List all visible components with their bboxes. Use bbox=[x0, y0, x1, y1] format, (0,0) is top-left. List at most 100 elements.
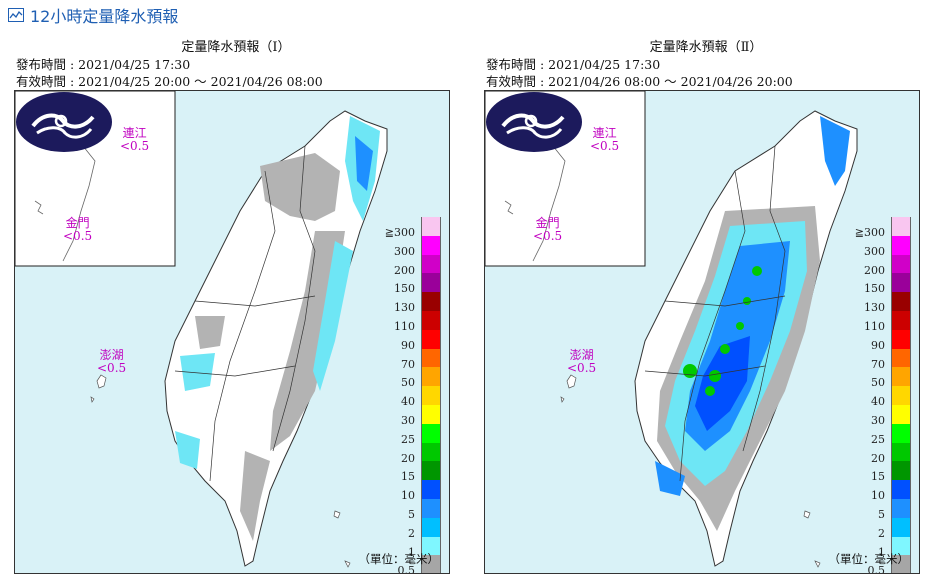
legend-label: 90 bbox=[871, 338, 885, 352]
legend-label: 50 bbox=[401, 376, 415, 390]
forecast-panel-1: 定量降水預報（Ⅰ） 發布時間 : 2021/04/25 17:30 有效時間 :… bbox=[6, 36, 466, 576]
legend-swatch bbox=[891, 423, 911, 443]
legend-swatch bbox=[421, 442, 441, 462]
legend-swatch bbox=[421, 480, 441, 499]
legend-level: 0.5 bbox=[849, 555, 911, 574]
legend-level: 10 bbox=[379, 480, 441, 503]
legend-level: 130 bbox=[379, 292, 441, 314]
region-label-penghu: 澎湖 <0.5 bbox=[97, 348, 127, 375]
page-header: 12小時定量降水預報 bbox=[8, 4, 178, 26]
legend-level: 50 bbox=[849, 367, 911, 390]
legend-level: 50 bbox=[379, 367, 441, 390]
taiwan-map bbox=[15, 91, 449, 573]
legend-label: 15 bbox=[401, 470, 415, 484]
legend-level: 150 bbox=[379, 273, 441, 296]
legend-level: 25 bbox=[379, 423, 441, 446]
legend-swatch bbox=[891, 555, 911, 573]
legend-swatch bbox=[421, 517, 441, 537]
forecast-panel-2: 定量降水預報（Ⅱ） 發布時間 : 2021/04/25 17:30 有效時間 :… bbox=[476, 36, 930, 576]
legend-swatch bbox=[891, 235, 911, 255]
legend-label: 300 bbox=[864, 244, 885, 258]
legend-swatch bbox=[891, 442, 911, 462]
legend-level: 5 bbox=[849, 498, 911, 521]
valid-time: 有效時間 : 2021/04/25 20:00 ～ 2021/04/26 08:… bbox=[16, 74, 323, 89]
legend-label: 90 bbox=[401, 338, 415, 352]
legend-level: 0.5 bbox=[379, 555, 441, 574]
legend-swatch bbox=[891, 254, 911, 274]
rainfall-map[interactable]: 連江 <0.5 金門 <0.5 澎湖 <0.5 ≧300 300 200 150 130 110… bbox=[484, 90, 920, 574]
legend-level: 40 bbox=[379, 386, 441, 409]
legend-label: 130 bbox=[864, 301, 885, 315]
legend-swatch bbox=[891, 498, 911, 518]
legend-label: 40 bbox=[401, 395, 415, 409]
legend-level: 1 bbox=[379, 536, 441, 559]
cwb-logo-icon bbox=[16, 92, 112, 152]
legend-level: 15 bbox=[849, 461, 911, 484]
legend-label: 300 bbox=[394, 244, 415, 258]
legend-label: 30 bbox=[401, 413, 415, 427]
legend-level: ≧300 bbox=[849, 217, 911, 239]
legend-level: 30 bbox=[849, 404, 911, 427]
region-label-lienchiang: 連江 <0.5 bbox=[120, 126, 150, 153]
legend-swatch bbox=[421, 348, 441, 368]
legend-label: 10 bbox=[401, 489, 415, 503]
region-label-kinmen: 金門 <0.5 bbox=[63, 216, 93, 243]
legend-level: 70 bbox=[849, 348, 911, 371]
unit-label: （單位：毫米） bbox=[828, 552, 910, 566]
legend-label: 2 bbox=[408, 526, 415, 540]
legend-level: 15 bbox=[379, 461, 441, 484]
region-label-penghu: 澎湖 <0.5 bbox=[567, 348, 597, 375]
legend-level: 200 bbox=[849, 254, 911, 277]
legend-level: 70 bbox=[379, 348, 441, 371]
map-title: 定量降水預報（Ⅱ） bbox=[649, 40, 763, 55]
unit-label: （單位：毫米） bbox=[358, 552, 440, 566]
legend-swatch bbox=[421, 329, 441, 349]
legend-level: 20 bbox=[379, 442, 441, 465]
legend-swatch bbox=[891, 367, 911, 387]
legend-swatch bbox=[421, 310, 441, 330]
legend-level: 300 bbox=[379, 235, 441, 258]
legend-label: 110 bbox=[864, 319, 885, 333]
legend-level: 5 bbox=[379, 498, 441, 521]
legend-level: 25 bbox=[849, 423, 911, 446]
legend-level: 150 bbox=[849, 273, 911, 296]
legend-label: 150 bbox=[864, 282, 885, 296]
legend-label: 25 bbox=[401, 432, 415, 446]
legend: ≧300 300 200 150 130 110 90 70 50 40 30 25 20 15 10 5 2 1… bbox=[849, 217, 911, 574]
legend-level: 2 bbox=[849, 517, 911, 540]
legend-label: ≧300 bbox=[384, 226, 415, 239]
legend-swatch bbox=[891, 386, 911, 405]
legend-level: 110 bbox=[379, 310, 441, 333]
legend-label: 20 bbox=[401, 451, 415, 465]
legend-label: 150 bbox=[394, 282, 415, 296]
legend-level: 40 bbox=[849, 386, 911, 408]
legend-level: 300 bbox=[849, 235, 911, 258]
legend-swatch bbox=[891, 536, 911, 556]
valid-time: 有效時間 : 2021/04/26 08:00 ～ 2021/04/26 20:… bbox=[486, 74, 793, 89]
legend-label: 25 bbox=[871, 432, 885, 446]
legend-swatch bbox=[421, 404, 441, 424]
legend-swatch bbox=[421, 555, 441, 573]
map-title: 定量降水預報（Ⅰ） bbox=[181, 40, 291, 55]
legend-label: 15 bbox=[871, 470, 885, 484]
legend-swatch bbox=[421, 292, 441, 311]
legend-label: 50 bbox=[871, 376, 885, 390]
legend-label: ≧300 bbox=[854, 226, 885, 239]
legend-level: 90 bbox=[849, 329, 911, 352]
legend-swatch bbox=[421, 273, 441, 293]
rainfall-map[interactable]: 連江 <0.5 金門 <0.5 澎湖 <0.5 ≧300 300 200 150 130 110… bbox=[14, 90, 450, 574]
legend-level: ≧300 bbox=[379, 217, 441, 239]
cwb-logo-icon bbox=[486, 92, 582, 152]
legend-swatch bbox=[421, 423, 441, 443]
legend-label: 2 bbox=[878, 526, 885, 540]
legend-level: 90 bbox=[379, 329, 441, 352]
legend-swatch bbox=[891, 292, 911, 311]
region-label-lienchiang: 連江 <0.5 bbox=[590, 126, 620, 153]
legend-level: 30 bbox=[379, 404, 441, 427]
legend-label: 0.5 bbox=[867, 564, 886, 574]
legend-label: 5 bbox=[408, 507, 415, 521]
legend-level: 2 bbox=[379, 517, 441, 540]
legend-label: 0.5 bbox=[397, 564, 416, 574]
legend-swatch bbox=[891, 404, 911, 424]
legend-swatch bbox=[421, 367, 441, 387]
